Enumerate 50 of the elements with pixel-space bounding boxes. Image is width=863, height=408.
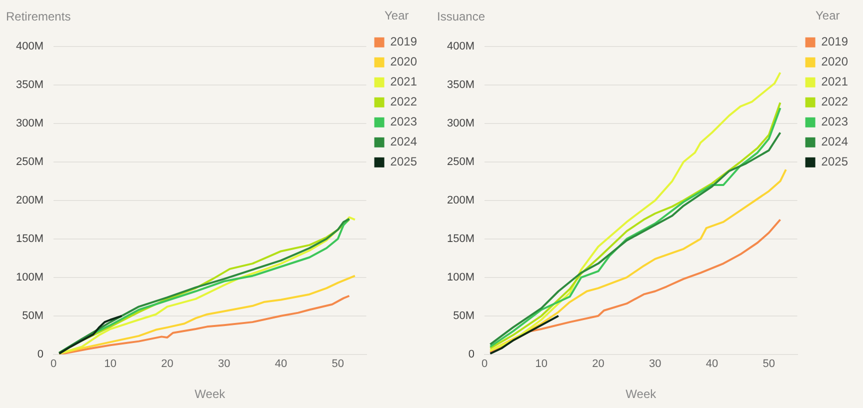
x-axis-title: Week: [626, 387, 658, 402]
y-tick-label: 300M: [446, 117, 475, 130]
x-tick-label: 30: [218, 358, 230, 370]
legend-label: 2020: [821, 54, 848, 69]
x-tick-label: 40: [706, 358, 718, 370]
x-tick-label: 0: [481, 358, 488, 370]
y-tick-label: 100M: [446, 271, 475, 284]
legend-label: 2024: [390, 134, 418, 149]
legend-label: 2022: [390, 94, 418, 109]
y-tick-label: 0: [468, 348, 475, 360]
x-tick-label: 40: [274, 358, 288, 370]
x-tick-label: 20: [592, 358, 604, 370]
x-tick-label: 50: [332, 358, 344, 370]
legend-label: 2021: [821, 74, 848, 89]
y-tick-label: 0: [37, 348, 44, 360]
x-tick-label: 20: [161, 358, 174, 370]
legend-label: 2020: [390, 54, 418, 69]
y-tick-label: 400M: [16, 40, 44, 52]
legend-title: Year: [384, 8, 409, 22]
y-tick-label: 400M: [446, 40, 475, 52]
y-tick-label: 200M: [446, 194, 475, 206]
chart-title: Retirements: [6, 10, 71, 24]
x-tick-label: 10: [104, 358, 117, 370]
legend-label: 2019: [390, 34, 418, 49]
legend-label: 2024: [821, 134, 848, 149]
legend-label: 2022: [821, 94, 848, 109]
y-tick-label: 50M: [22, 310, 44, 322]
legend-label: 2019: [821, 34, 848, 49]
chart-title: Issuance: [437, 10, 486, 24]
y-tick-label: 300M: [16, 117, 44, 130]
legend-label: 2023: [821, 114, 848, 129]
legend-title: Year: [816, 8, 840, 22]
y-tick-label: 250M: [446, 156, 475, 168]
x-tick-label: 50: [762, 358, 775, 370]
y-tick-label: 150M: [446, 232, 475, 245]
legend-label: 2025: [821, 154, 848, 169]
y-tick-label: 150M: [16, 232, 44, 245]
y-tick-label: 250M: [16, 156, 44, 168]
x-axis-title: Week: [194, 387, 226, 402]
legend-label: 2023: [390, 114, 418, 129]
x-tick-label: 30: [649, 358, 662, 370]
y-tick-label: 50M: [453, 310, 475, 322]
y-tick-label: 350M: [446, 78, 475, 91]
x-tick-label: 10: [535, 358, 548, 370]
y-tick-label: 200M: [16, 194, 44, 206]
y-tick-label: 100M: [16, 271, 44, 284]
x-tick-label: 0: [50, 358, 57, 370]
y-tick-label: 350M: [16, 78, 44, 91]
legend-label: 2021: [390, 74, 418, 89]
legend-label: 2025: [390, 154, 418, 169]
